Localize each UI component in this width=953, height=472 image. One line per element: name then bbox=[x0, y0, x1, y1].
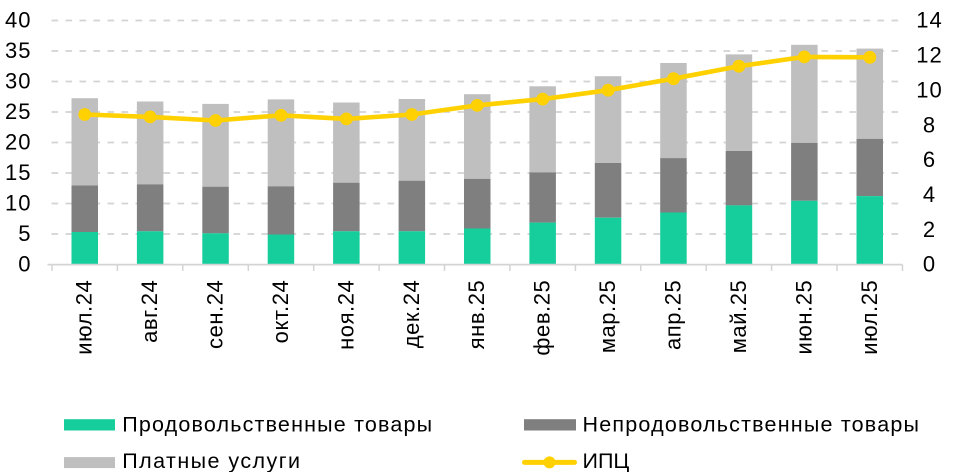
svg-text:сен.24: сен.24 bbox=[203, 280, 228, 349]
svg-text:мар.25: мар.25 bbox=[595, 280, 620, 353]
svg-text:янв.25: янв.25 bbox=[464, 280, 489, 350]
svg-text:окт.24: окт.24 bbox=[268, 280, 293, 344]
svg-text:0: 0 bbox=[923, 252, 936, 277]
svg-text:июн.25: июн.25 bbox=[791, 280, 816, 355]
svg-text:май.25: май.25 bbox=[726, 280, 751, 354]
svg-text:июл.25: июл.25 bbox=[857, 280, 882, 355]
svg-text:2: 2 bbox=[923, 217, 936, 242]
svg-text:0: 0 bbox=[18, 252, 31, 277]
svg-text:30: 30 bbox=[5, 69, 31, 94]
svg-text:20: 20 bbox=[5, 130, 31, 155]
svg-text:июл.24: июл.24 bbox=[72, 280, 97, 355]
svg-text:фев.25: фев.25 bbox=[530, 280, 555, 356]
svg-text:Продовольственные товары: Продовольственные товары bbox=[122, 413, 433, 437]
svg-text:25: 25 bbox=[5, 99, 31, 124]
svg-text:Непродовольственные товары: Непродовольственные товары bbox=[583, 413, 921, 437]
svg-text:ноя.24: ноя.24 bbox=[333, 280, 358, 350]
svg-text:6: 6 bbox=[923, 147, 936, 172]
svg-text:5: 5 bbox=[18, 221, 31, 246]
svg-text:10: 10 bbox=[5, 191, 31, 216]
svg-text:35: 35 bbox=[5, 38, 31, 63]
svg-text:40: 40 bbox=[5, 8, 31, 33]
svg-text:ИПЦ: ИПЦ bbox=[583, 449, 630, 472]
svg-text:авг.24: авг.24 bbox=[137, 280, 162, 343]
svg-text:12: 12 bbox=[916, 43, 942, 68]
svg-text:14: 14 bbox=[916, 8, 942, 33]
svg-text:4: 4 bbox=[923, 182, 936, 207]
svg-text:апр.25: апр.25 bbox=[661, 280, 686, 350]
svg-text:дек.24: дек.24 bbox=[399, 280, 424, 349]
svg-text:8: 8 bbox=[923, 112, 936, 137]
svg-text:10: 10 bbox=[916, 77, 942, 102]
svg-text:15: 15 bbox=[5, 160, 31, 185]
svg-text:Платные услуги: Платные услуги bbox=[122, 449, 301, 472]
